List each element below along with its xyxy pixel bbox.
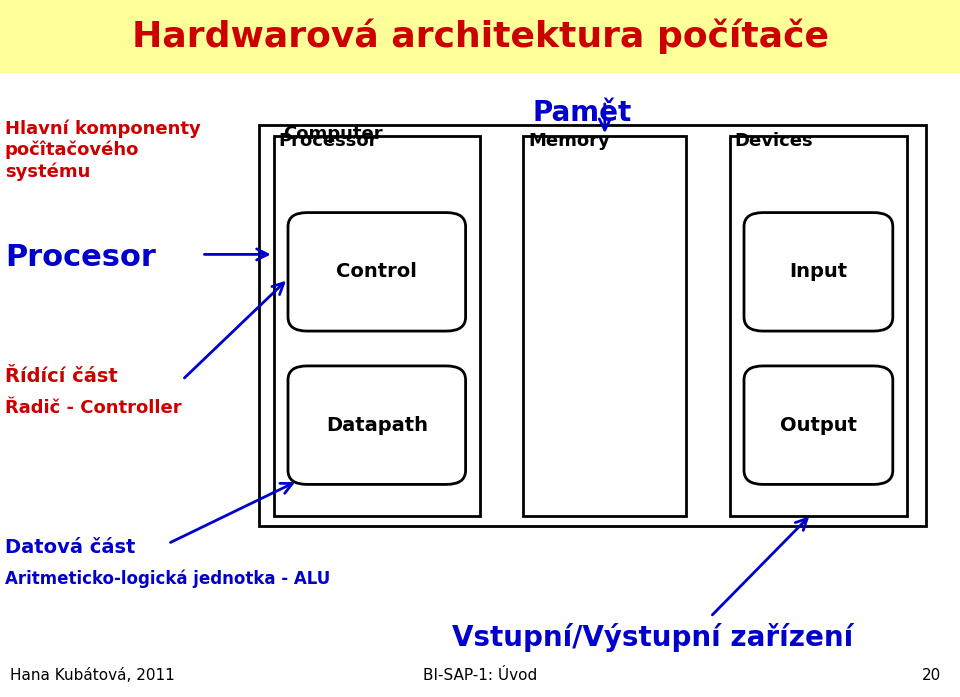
FancyBboxPatch shape [288,213,466,331]
Text: BI-SAP-1: Úvod: BI-SAP-1: Úvod [422,668,538,683]
Text: Output: Output [780,415,857,435]
FancyBboxPatch shape [274,136,480,516]
Text: Processor: Processor [278,132,378,150]
Text: Hardwarová architektura počítače: Hardwarová architektura počítače [132,19,828,54]
Text: Input: Input [789,262,848,282]
Bar [0,0,960,73]
Text: Řídící část: Řídící část [5,367,117,386]
Text: Datapath: Datapath [325,415,428,435]
FancyBboxPatch shape [730,136,907,516]
Text: Memory: Memory [528,132,610,150]
FancyBboxPatch shape [523,136,686,516]
Text: Pamět: Pamět [533,99,632,127]
Text: Control: Control [336,262,418,282]
FancyBboxPatch shape [744,366,893,484]
Text: Hana Kubátová, 2011: Hana Kubátová, 2011 [10,668,175,683]
Text: Devices: Devices [734,132,813,150]
Text: Datová část: Datová část [5,537,135,557]
Text: Computer: Computer [283,125,383,143]
FancyBboxPatch shape [288,366,466,484]
FancyBboxPatch shape [744,213,893,331]
Text: Procesor: Procesor [5,243,156,273]
Text: Aritmeticko-logická jednotka - ALU: Aritmeticko-logická jednotka - ALU [5,569,330,588]
FancyBboxPatch shape [259,125,926,526]
Text: 20: 20 [922,668,941,683]
Text: Vstupní/Výstupní zařízení: Vstupní/Výstupní zařízení [452,623,853,652]
Text: Řadič - Controller: Řadič - Controller [5,399,181,417]
Text: Hlavní komponenty
počîtačového
systému: Hlavní komponenty počîtačového systému [5,119,201,181]
